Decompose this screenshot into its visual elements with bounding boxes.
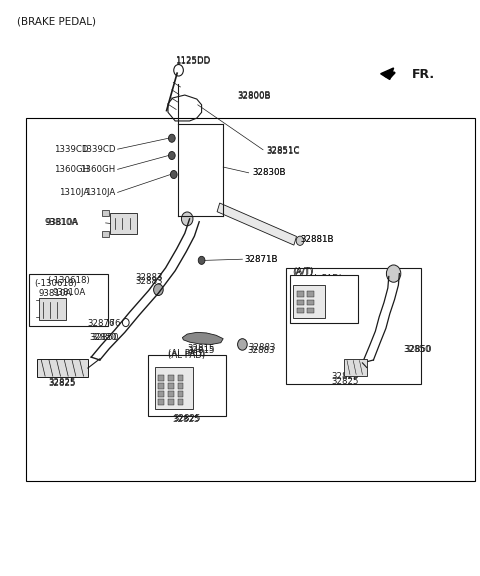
Circle shape	[198, 256, 205, 264]
Text: 32825: 32825	[309, 295, 336, 305]
Bar	[178, 399, 183, 405]
Circle shape	[181, 212, 193, 226]
Bar	[293, 285, 325, 318]
Bar	[158, 383, 164, 389]
Text: 93810A: 93810A	[46, 218, 79, 228]
Text: 32825: 32825	[332, 372, 360, 381]
Text: 32883: 32883	[248, 346, 275, 355]
Bar	[168, 391, 174, 397]
Text: 1360GH: 1360GH	[54, 165, 89, 174]
Text: 1339CD: 1339CD	[54, 145, 89, 154]
Text: 32850: 32850	[403, 344, 431, 354]
Text: 32883: 32883	[249, 343, 276, 352]
Bar	[102, 210, 109, 216]
Text: 32830B: 32830B	[252, 168, 286, 177]
Text: (AL PAD): (AL PAD)	[168, 351, 205, 360]
Text: 93810A: 93810A	[52, 287, 85, 297]
Text: 32851C: 32851C	[266, 147, 300, 156]
Text: 32815: 32815	[188, 346, 216, 355]
Bar	[148, 355, 226, 416]
Text: (A/T): (A/T)	[292, 268, 312, 277]
Text: 32850: 32850	[92, 333, 119, 342]
Circle shape	[168, 151, 175, 160]
Text: (-130618): (-130618)	[34, 279, 77, 288]
Text: 32800B: 32800B	[238, 91, 271, 100]
Bar	[344, 359, 367, 376]
Text: (AL PAD): (AL PAD)	[168, 349, 205, 358]
Text: 32825: 32825	[48, 378, 76, 388]
Text: 32883: 32883	[135, 273, 163, 282]
Polygon shape	[381, 68, 394, 79]
Circle shape	[296, 236, 304, 245]
Bar	[26, 118, 475, 481]
Bar	[168, 399, 174, 405]
Text: 93810A: 93810A	[38, 289, 72, 298]
Bar	[102, 231, 109, 237]
Bar	[168, 375, 174, 381]
Text: 1125DD: 1125DD	[175, 55, 210, 65]
Text: FR.: FR.	[412, 68, 435, 81]
Text: 32883: 32883	[135, 277, 163, 286]
Text: 32830B: 32830B	[252, 168, 286, 177]
Bar	[178, 391, 183, 397]
Circle shape	[238, 339, 247, 350]
Text: 32825: 32825	[172, 415, 200, 424]
Text: 32825: 32825	[48, 379, 76, 388]
Text: 32871B: 32871B	[245, 255, 278, 264]
Bar	[290, 275, 358, 323]
Bar	[297, 291, 304, 297]
Text: 1125DD: 1125DD	[175, 57, 210, 66]
Text: 32881B: 32881B	[300, 234, 334, 244]
Bar	[158, 399, 164, 405]
Bar	[168, 383, 174, 389]
Circle shape	[154, 284, 163, 295]
Bar	[307, 300, 314, 305]
Bar	[158, 391, 164, 397]
Polygon shape	[217, 203, 297, 245]
Text: 32851C: 32851C	[266, 146, 300, 156]
Text: 32876: 32876	[94, 319, 121, 328]
Text: 32871B: 32871B	[245, 255, 278, 264]
Bar	[158, 375, 164, 381]
Bar	[307, 308, 314, 313]
Text: 1339CD: 1339CD	[81, 145, 115, 154]
Text: 1310JA: 1310JA	[59, 188, 89, 197]
Bar	[297, 308, 304, 313]
Text: 93810A: 93810A	[45, 218, 78, 228]
Text: 32800B: 32800B	[238, 92, 271, 101]
Bar	[29, 274, 108, 326]
Bar	[307, 291, 314, 297]
Text: 32876: 32876	[88, 319, 115, 328]
Text: (AL PAD): (AL PAD)	[304, 278, 341, 287]
Text: 32881B: 32881B	[300, 234, 334, 244]
Text: (AL PAD): (AL PAD)	[305, 274, 343, 283]
Bar	[178, 383, 183, 389]
Bar	[297, 300, 304, 305]
Bar	[39, 298, 66, 320]
Text: (A/T): (A/T)	[293, 267, 313, 276]
Circle shape	[170, 170, 177, 179]
Bar	[286, 268, 421, 384]
Polygon shape	[182, 332, 223, 344]
Bar	[37, 359, 88, 377]
Text: (-130618): (-130618)	[47, 276, 90, 285]
Text: 32850: 32850	[89, 333, 117, 342]
Text: 32815: 32815	[188, 344, 216, 354]
Text: 32825: 32825	[310, 287, 338, 296]
Bar	[178, 375, 183, 381]
Text: 32850: 32850	[404, 344, 432, 354]
Text: (BRAKE PEDAL): (BRAKE PEDAL)	[17, 16, 96, 26]
Circle shape	[386, 265, 401, 282]
Text: 1360GH: 1360GH	[80, 165, 115, 174]
Bar	[110, 213, 137, 234]
Text: 32825: 32825	[173, 414, 201, 423]
Text: 32825: 32825	[332, 377, 360, 386]
Circle shape	[168, 134, 175, 142]
Text: 1310JA: 1310JA	[85, 188, 115, 197]
Bar	[155, 367, 193, 409]
